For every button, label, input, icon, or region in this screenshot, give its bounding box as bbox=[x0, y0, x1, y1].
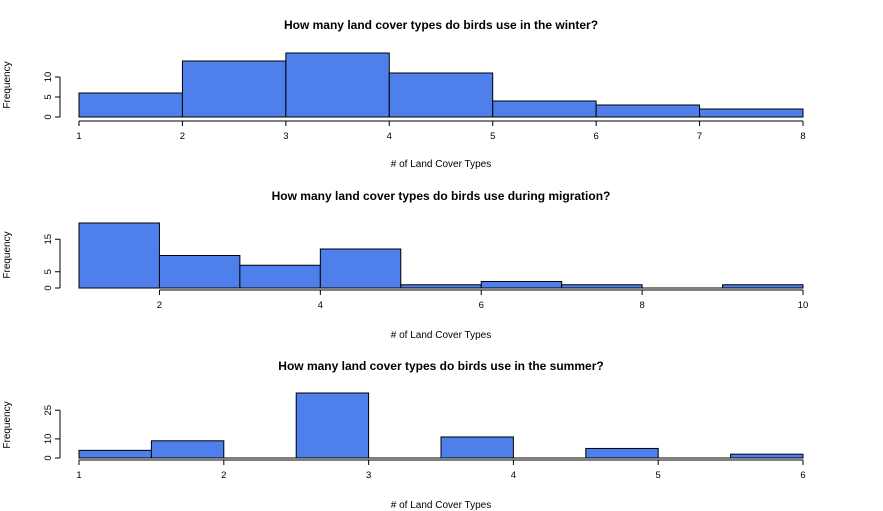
histogram-bar bbox=[730, 453, 804, 459]
x-tick-label: 2 bbox=[157, 300, 162, 311]
histogram-bar bbox=[319, 248, 402, 289]
x-tick-label: 7 bbox=[697, 131, 702, 142]
x-tick-label: 3 bbox=[283, 131, 288, 142]
histogram-bar bbox=[585, 447, 659, 459]
x-tick-label: 4 bbox=[511, 470, 516, 481]
x-tick-label: 8 bbox=[639, 300, 644, 311]
histogram-bar bbox=[561, 284, 643, 289]
x-tick-label: 2 bbox=[221, 470, 226, 481]
x-tick-label: 3 bbox=[366, 470, 371, 481]
histogram-bar bbox=[181, 60, 287, 118]
x-tick-label: 2 bbox=[180, 131, 185, 142]
y-tick-label: 0 bbox=[43, 455, 54, 460]
x-tick-label: 4 bbox=[318, 300, 323, 311]
x-axis-label: # of Land Cover Types bbox=[391, 500, 491, 511]
histogram-panel-1: How many land cover types do birds use i… bbox=[2, 18, 806, 170]
y-tick-label: 10 bbox=[43, 72, 54, 83]
chart-title: How many land cover types do birds use i… bbox=[284, 18, 598, 32]
y-tick-label: 10 bbox=[43, 434, 54, 445]
x-tick-label: 6 bbox=[479, 300, 484, 311]
x-tick-label: 5 bbox=[490, 131, 495, 142]
histogram-bar bbox=[78, 92, 183, 118]
histogram-bar bbox=[158, 255, 241, 289]
y-axis-label: Frequency bbox=[2, 61, 13, 108]
histogram-bar bbox=[150, 440, 225, 459]
y-tick-label: 5 bbox=[43, 94, 54, 99]
histogram-bar bbox=[239, 264, 321, 289]
y-tick-label: 5 bbox=[43, 269, 54, 274]
histogram-bar bbox=[400, 284, 482, 289]
histogram-bar bbox=[78, 222, 160, 289]
x-tick-label: 4 bbox=[387, 131, 392, 142]
histogram-panel-2: How many land cover types do birds use d… bbox=[2, 189, 808, 341]
x-tick-label: 10 bbox=[798, 300, 809, 311]
x-tick-label: 5 bbox=[656, 470, 661, 481]
y-tick-label: 15 bbox=[43, 234, 54, 245]
histogram-bar bbox=[440, 436, 514, 459]
histogram-bar bbox=[595, 104, 701, 118]
x-tick-label: 1 bbox=[76, 131, 81, 142]
x-tick-label: 1 bbox=[76, 470, 81, 481]
histogram-bar bbox=[388, 72, 494, 118]
histogram-bar bbox=[722, 284, 804, 289]
x-axis-label: # of Land Cover Types bbox=[391, 330, 491, 341]
histogram-bar bbox=[480, 281, 563, 289]
y-tick-label: 0 bbox=[43, 285, 54, 290]
histogram-bar bbox=[699, 108, 804, 118]
chart-title: How many land cover types do birds use i… bbox=[278, 359, 603, 373]
chart-title: How many land cover types do birds use d… bbox=[272, 189, 611, 203]
x-tick-label: 6 bbox=[593, 131, 598, 142]
histogram-bar bbox=[285, 52, 390, 118]
x-tick-label: 6 bbox=[800, 470, 805, 481]
y-axis-label: Frequency bbox=[2, 401, 13, 448]
y-axis-label: Frequency bbox=[2, 231, 13, 278]
histogram-bar bbox=[295, 392, 370, 459]
histogram-bar bbox=[78, 449, 152, 459]
x-axis-label: # of Land Cover Types bbox=[391, 159, 491, 170]
y-tick-label: 25 bbox=[43, 405, 54, 416]
x-tick-label: 8 bbox=[800, 131, 805, 142]
y-tick-label: 0 bbox=[43, 114, 54, 119]
histogram-bar bbox=[492, 100, 597, 118]
histogram-panel-3: How many land cover types do birds use i… bbox=[2, 359, 806, 511]
